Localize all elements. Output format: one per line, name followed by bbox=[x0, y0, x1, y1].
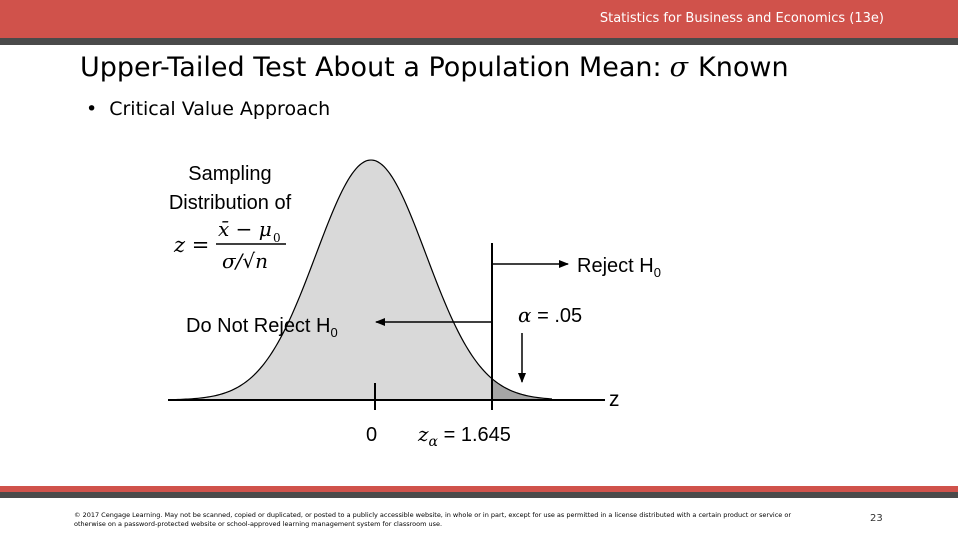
footer-bar bbox=[0, 486, 958, 492]
alpha-symbol: α bbox=[518, 303, 532, 327]
page-number: 23 bbox=[870, 513, 883, 524]
header-bar: Statistics for Business and Economics (1… bbox=[0, 0, 958, 38]
alpha-value: = .05 bbox=[537, 305, 583, 327]
bullet-dot-icon: • bbox=[86, 98, 98, 120]
sampling-line-2: Distribution of bbox=[168, 192, 292, 214]
bullet-text: Critical Value Approach bbox=[109, 98, 331, 120]
sampling-line-1: Sampling bbox=[188, 163, 272, 185]
z-axis-label: z bbox=[609, 388, 620, 411]
critical-value-label: zα = 1.645 bbox=[418, 422, 511, 450]
slide-title: Upper-Tailed Test About a Population Mea… bbox=[80, 52, 789, 83]
zcrit-value: = 1.645 bbox=[443, 424, 511, 446]
title-text: Upper-Tailed Test About a Population Mea… bbox=[80, 52, 662, 83]
do-not-reject-label: Do Not Reject H0 bbox=[186, 315, 338, 340]
course-title: Statistics for Business and Economics (1… bbox=[599, 11, 884, 26]
zcrit-sub: α bbox=[428, 434, 439, 450]
header-rule bbox=[0, 38, 958, 45]
formula-denominator: σ/√n bbox=[222, 249, 268, 273]
zcrit-symbol: z bbox=[418, 422, 429, 446]
bullet-item: • Critical Value Approach bbox=[86, 98, 330, 120]
footer-rule bbox=[0, 492, 958, 498]
title-known: Known bbox=[698, 52, 789, 83]
z-formula: z = x̄ − μ 0 σ/√n bbox=[173, 217, 286, 273]
sampling-distribution-label: Sampling Distribution of bbox=[140, 160, 320, 218]
alpha-label: α = .05 bbox=[518, 303, 582, 328]
copyright-notice: © 2017 Cengage Learning. May not be scan… bbox=[74, 511, 792, 528]
formula-numerator-sub: 0 bbox=[273, 231, 281, 245]
mean-zero-label: 0 bbox=[366, 424, 378, 446]
rejection-region bbox=[492, 378, 552, 400]
sigma-symbol: σ bbox=[669, 52, 689, 83]
formula-lhs: z = bbox=[173, 233, 209, 257]
sampling-distribution-curve bbox=[168, 160, 552, 400]
reject-label: Reject H0 bbox=[577, 255, 661, 280]
formula-numerator: x̄ − μ bbox=[218, 217, 272, 241]
curve-outline bbox=[167, 159, 553, 401]
